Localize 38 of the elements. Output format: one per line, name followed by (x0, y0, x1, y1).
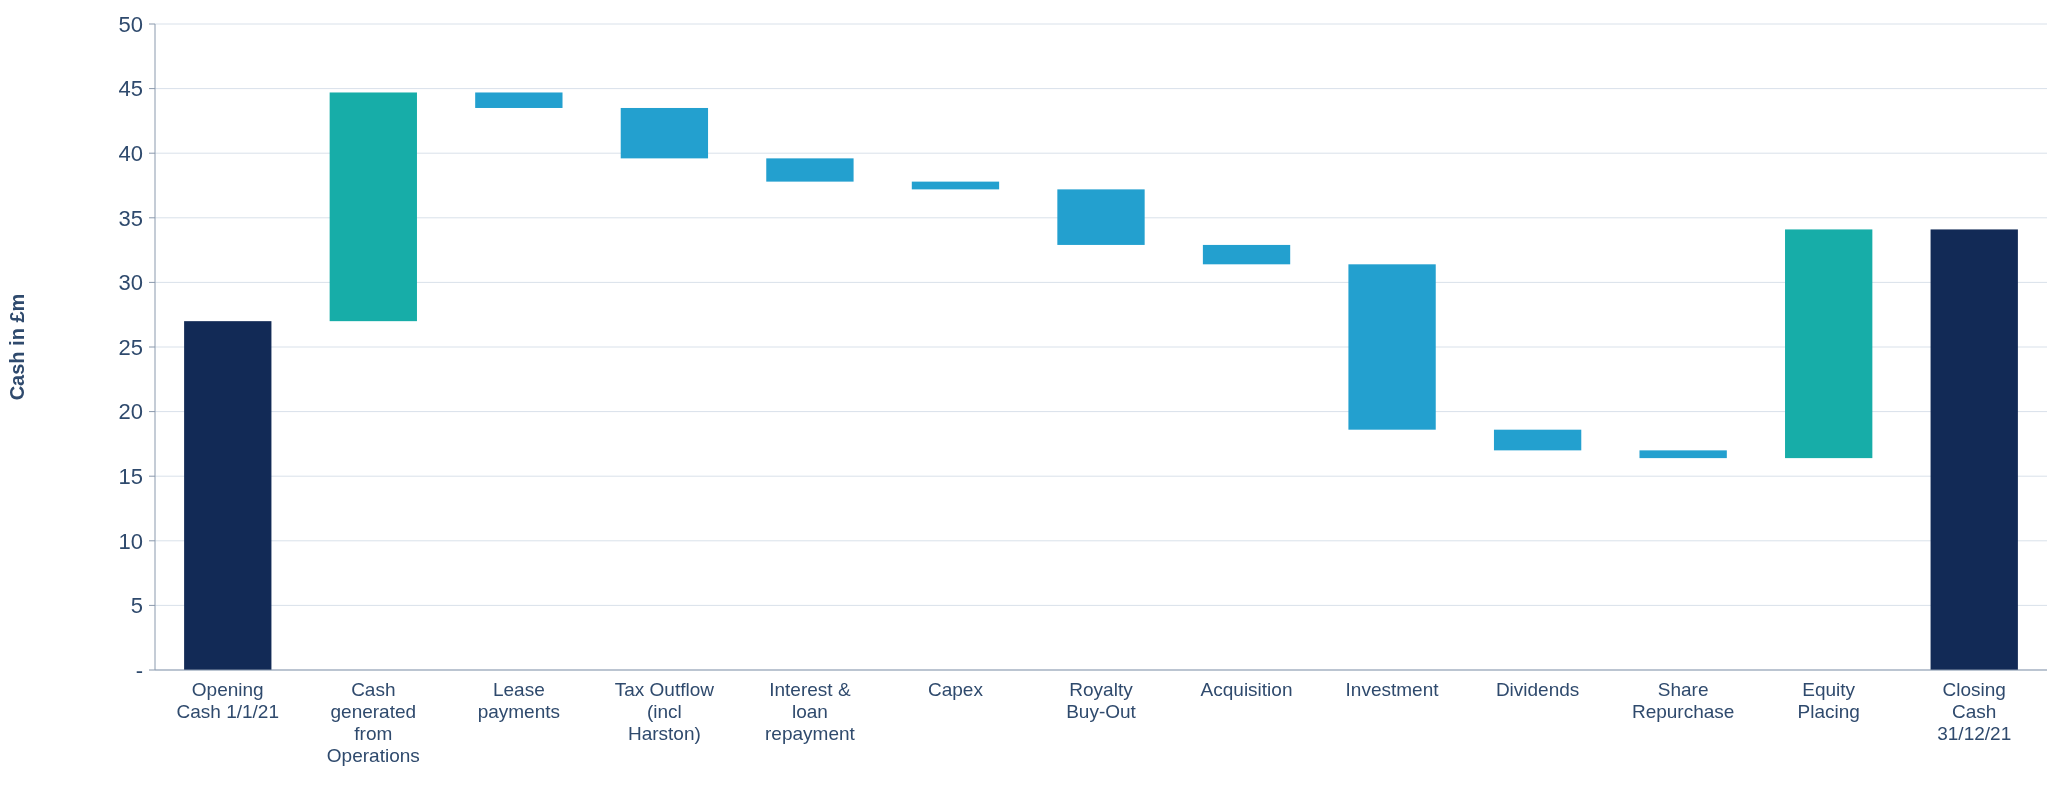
bar (766, 158, 854, 182)
y-tick-label: 35 (118, 205, 143, 231)
x-tick-label: Interest & loan repayment (765, 679, 856, 744)
y-tick-label: 5 (130, 593, 143, 619)
bar (329, 92, 417, 322)
y-tick-label: - (135, 657, 143, 683)
y-tick-label: 40 (118, 140, 143, 166)
x-tick-label: Capex (928, 679, 984, 700)
bar (1057, 189, 1145, 245)
x-tick-label: Share Repurchase (1631, 679, 1735, 722)
y-tick-label: 10 (118, 528, 143, 554)
bar (1348, 264, 1436, 430)
bar (1202, 244, 1291, 265)
y-tick-label: 25 (118, 334, 143, 360)
x-tick-label: Acquisition (1200, 679, 1293, 700)
y-tick-label: 15 (118, 463, 143, 489)
y-tick-label: 20 (118, 399, 143, 425)
x-tick-label: Opening Cash 1/1/21 (176, 679, 279, 722)
y-axis-title: Cash in £m (6, 293, 28, 401)
y-tick-label: 45 (118, 76, 143, 102)
y-tick-label: 50 (118, 11, 143, 37)
x-tick-label: Lease payments (477, 679, 561, 722)
y-tick-label: 30 (118, 270, 143, 296)
bar (1639, 450, 1727, 459)
x-tick-label: Tax Outflow (incl Harston) (614, 679, 715, 744)
bar (911, 181, 1000, 190)
bar (184, 321, 272, 670)
bar (1930, 229, 2018, 670)
x-tick-label: Closing Cash 31/12/21 (1937, 679, 2012, 744)
x-tick-label: Dividends (1495, 679, 1580, 700)
x-tick-label: Royalty Buy-Out (1066, 679, 1137, 722)
x-tick-label: Investment (1345, 679, 1440, 700)
x-tick-label: Cash generated from Operations (326, 679, 420, 766)
bar (475, 92, 563, 108)
bar (1785, 229, 1873, 459)
bar (620, 107, 709, 159)
bar (1493, 429, 1582, 451)
x-tick-label: Equity Placing (1797, 679, 1860, 722)
